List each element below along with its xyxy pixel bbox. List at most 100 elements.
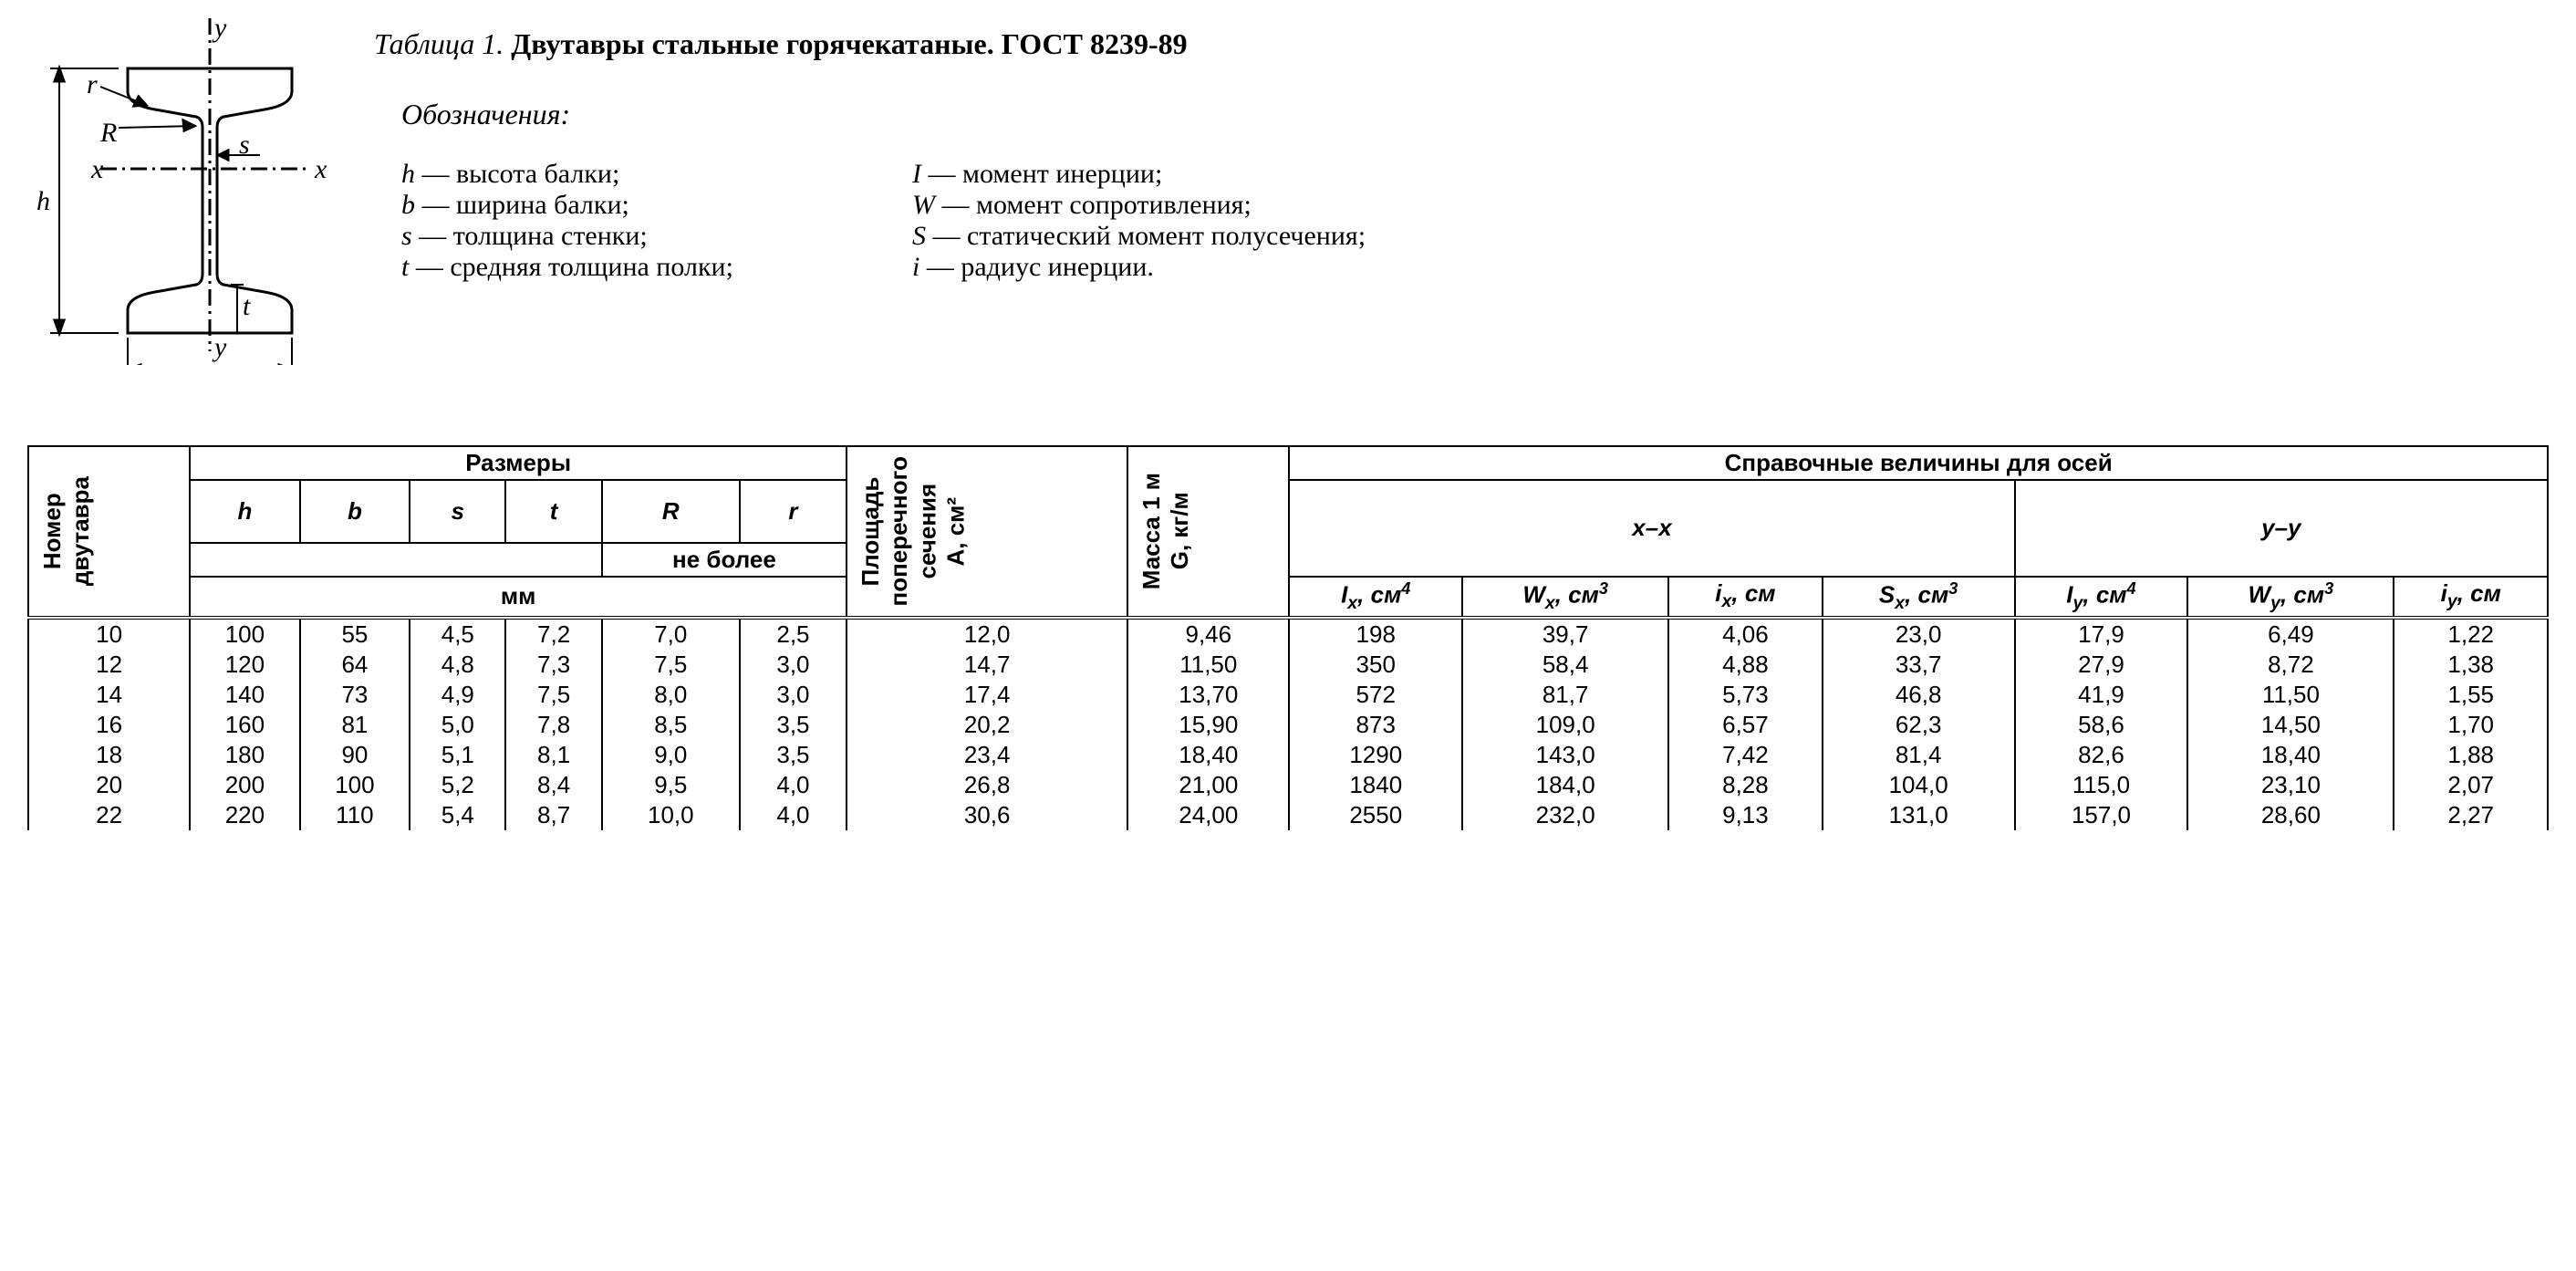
table-cell: 12,0 xyxy=(847,618,1127,650)
col-xx: x–x xyxy=(1289,480,2014,577)
table-cell: 9,5 xyxy=(602,770,740,800)
table-cell: 6,49 xyxy=(2187,618,2394,650)
table-cell: 3,5 xyxy=(740,740,847,770)
col-yy: y–y xyxy=(2015,480,2548,577)
table-cell: 8,4 xyxy=(505,770,601,800)
table-cell: 28,60 xyxy=(2187,800,2394,830)
table-cell: 115,0 xyxy=(2015,770,2188,800)
table-cell: 17,9 xyxy=(2015,618,2188,650)
table-cell: 4,5 xyxy=(410,618,505,650)
table-cell: 5,2 xyxy=(410,770,505,800)
table-cell: 2,07 xyxy=(2394,770,2548,800)
table-cell: 90 xyxy=(300,740,410,770)
table-cell: 15,90 xyxy=(1127,710,1289,740)
legend-row: h — высота балки; xyxy=(401,159,876,190)
table-cell: 4,06 xyxy=(1668,618,1822,650)
table-cell: 11,50 xyxy=(1127,650,1289,680)
table-cell: 13,70 xyxy=(1127,680,1289,710)
table-cell: 23,0 xyxy=(1823,618,2015,650)
legend-row: b — ширина балки; xyxy=(401,190,876,221)
table-cell: 14,50 xyxy=(2187,710,2394,740)
col-empty xyxy=(190,543,602,577)
table-cell: 3,0 xyxy=(740,650,847,680)
table-cell: 3,5 xyxy=(740,710,847,740)
table-cell: 81,4 xyxy=(1823,740,2015,770)
col-sprav: Справочные величины для осей xyxy=(1289,446,2548,480)
legend-row: i — радиус инерции. xyxy=(912,252,2549,283)
legend-right: I — момент инерции;W — момент сопротивле… xyxy=(912,159,2549,283)
table-cell: 16 xyxy=(28,710,190,740)
table-cell: 220 xyxy=(190,800,300,830)
table-cell: 5,73 xyxy=(1668,680,1822,710)
legend-row: t — средняя толщина полки; xyxy=(401,252,876,283)
header-text: Таблица 1. Двутавры стальные горячекатан… xyxy=(374,18,2549,283)
table-cell: 33,7 xyxy=(1823,650,2015,680)
table-cell: 8,1 xyxy=(505,740,601,770)
table-cell: 1,55 xyxy=(2394,680,2548,710)
label-s: s xyxy=(239,130,250,160)
table-cell: 120 xyxy=(190,650,300,680)
table-cell: 24,00 xyxy=(1127,800,1289,830)
col-mass: Масса 1 мG, кг/м xyxy=(1127,446,1289,618)
col-R: R xyxy=(602,480,740,543)
table-cell: 873 xyxy=(1289,710,1462,740)
table-cell: 17,4 xyxy=(847,680,1127,710)
table-cell: 2550 xyxy=(1289,800,1462,830)
table-cell: 1,88 xyxy=(2394,740,2548,770)
label-h: h xyxy=(36,186,50,216)
table-cell: 143,0 xyxy=(1462,740,1668,770)
table-cell: 4,88 xyxy=(1668,650,1822,680)
header-section: y y x x h b r R s t Таблица 1. Двутавры … xyxy=(27,18,2549,372)
table-cell: 7,3 xyxy=(505,650,601,680)
table-cell: 18 xyxy=(28,740,190,770)
table-cell: 1,38 xyxy=(2394,650,2548,680)
table-cell: 110 xyxy=(300,800,410,830)
table-row: 14140734,97,58,03,017,413,7057281,75,734… xyxy=(28,680,2548,710)
table-cell: 9,13 xyxy=(1668,800,1822,830)
table-cell: 10 xyxy=(28,618,190,650)
table-cell: 20,2 xyxy=(847,710,1127,740)
table-cell: 160 xyxy=(190,710,300,740)
table-cell: 5,4 xyxy=(410,800,505,830)
col-Sx: Sx, см3 xyxy=(1823,577,2015,618)
table-row: 10100554,57,27,02,512,09,4619839,74,0623… xyxy=(28,618,2548,650)
table-cell: 5,0 xyxy=(410,710,505,740)
table-cell: 104,0 xyxy=(1823,770,2015,800)
ibeam-svg: y y x x h b r R s t xyxy=(27,18,338,365)
table-cell: 4,9 xyxy=(410,680,505,710)
table-cell: 7,8 xyxy=(505,710,601,740)
table-cell: 109,0 xyxy=(1462,710,1668,740)
table-cell: 7,0 xyxy=(602,618,740,650)
table-cell: 3,0 xyxy=(740,680,847,710)
legend-row: S — статический момент полусечения; xyxy=(912,221,2549,252)
table-cell: 81 xyxy=(300,710,410,740)
data-table: Номердвутавра Размеры Площадьпоперечного… xyxy=(27,445,2549,830)
col-Iy: Iy, см4 xyxy=(2015,577,2188,618)
table-cell: 26,8 xyxy=(847,770,1127,800)
table-cell: 4,0 xyxy=(740,800,847,830)
legend-row: I — момент инерции; xyxy=(912,159,2549,190)
table-cell: 41,9 xyxy=(2015,680,2188,710)
table-cell: 131,0 xyxy=(1823,800,2015,830)
legend-grid: h — высота балки;b — ширина балки;s — то… xyxy=(401,159,2549,283)
table-cell: 572 xyxy=(1289,680,1462,710)
table-body: 10100554,57,27,02,512,09,4619839,74,0623… xyxy=(28,618,2548,830)
col-mm: мм xyxy=(190,577,847,618)
table-cell: 22 xyxy=(28,800,190,830)
table-cell: 58,4 xyxy=(1462,650,1668,680)
table-cell: 11,50 xyxy=(2187,680,2394,710)
legend-left: h — высота балки;b — ширина балки;s — то… xyxy=(401,159,876,283)
table-cell: 21,00 xyxy=(1127,770,1289,800)
table-cell: 58,6 xyxy=(2015,710,2188,740)
col-Wy: Wy, см3 xyxy=(2187,577,2394,618)
legend-heading: Обозначения: xyxy=(401,98,2549,131)
table-cell: 30,6 xyxy=(847,800,1127,830)
table-cell: 184,0 xyxy=(1462,770,1668,800)
title-main: Двутавры стальные горячекатаные. ГОСТ 82… xyxy=(511,27,1187,60)
table-cell: 55 xyxy=(300,618,410,650)
label-x-right: x xyxy=(314,154,327,184)
table-head: Номердвутавра Размеры Площадьпоперечного… xyxy=(28,446,2548,618)
table-cell: 4,8 xyxy=(410,650,505,680)
table-cell: 1,22 xyxy=(2394,618,2548,650)
table-cell: 4,0 xyxy=(740,770,847,800)
